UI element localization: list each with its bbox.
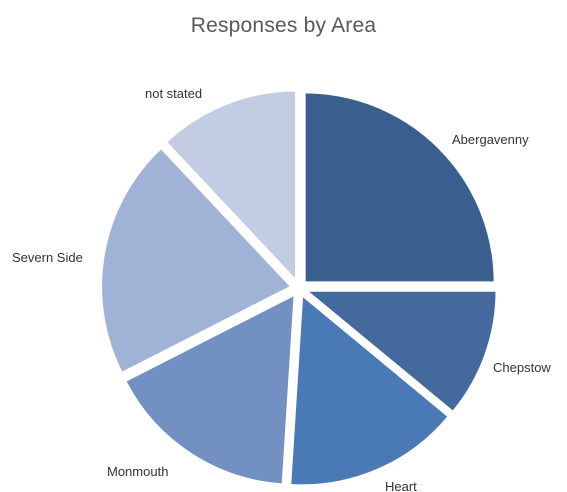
slice-label-severn-side: Severn Side xyxy=(12,250,83,265)
pie-slice-not-stated xyxy=(164,89,298,284)
pie-slice-chepstow xyxy=(303,289,498,414)
slice-label-abergavenny: Abergavenny xyxy=(452,132,529,147)
slice-label-heart: Heart xyxy=(385,479,417,492)
slice-label-chepstow: Chepstow xyxy=(493,360,551,375)
slice-label-not-stated: not stated xyxy=(145,86,202,101)
slice-label-monmouth: Monmouth xyxy=(107,464,168,479)
pie-slice-severn-side xyxy=(100,146,293,375)
pie-slice-monmouth xyxy=(123,292,296,486)
pie-slice-heart xyxy=(289,293,450,487)
chart-title: Responses by Area xyxy=(190,14,377,37)
pie-slice-abergavenny xyxy=(303,91,496,284)
